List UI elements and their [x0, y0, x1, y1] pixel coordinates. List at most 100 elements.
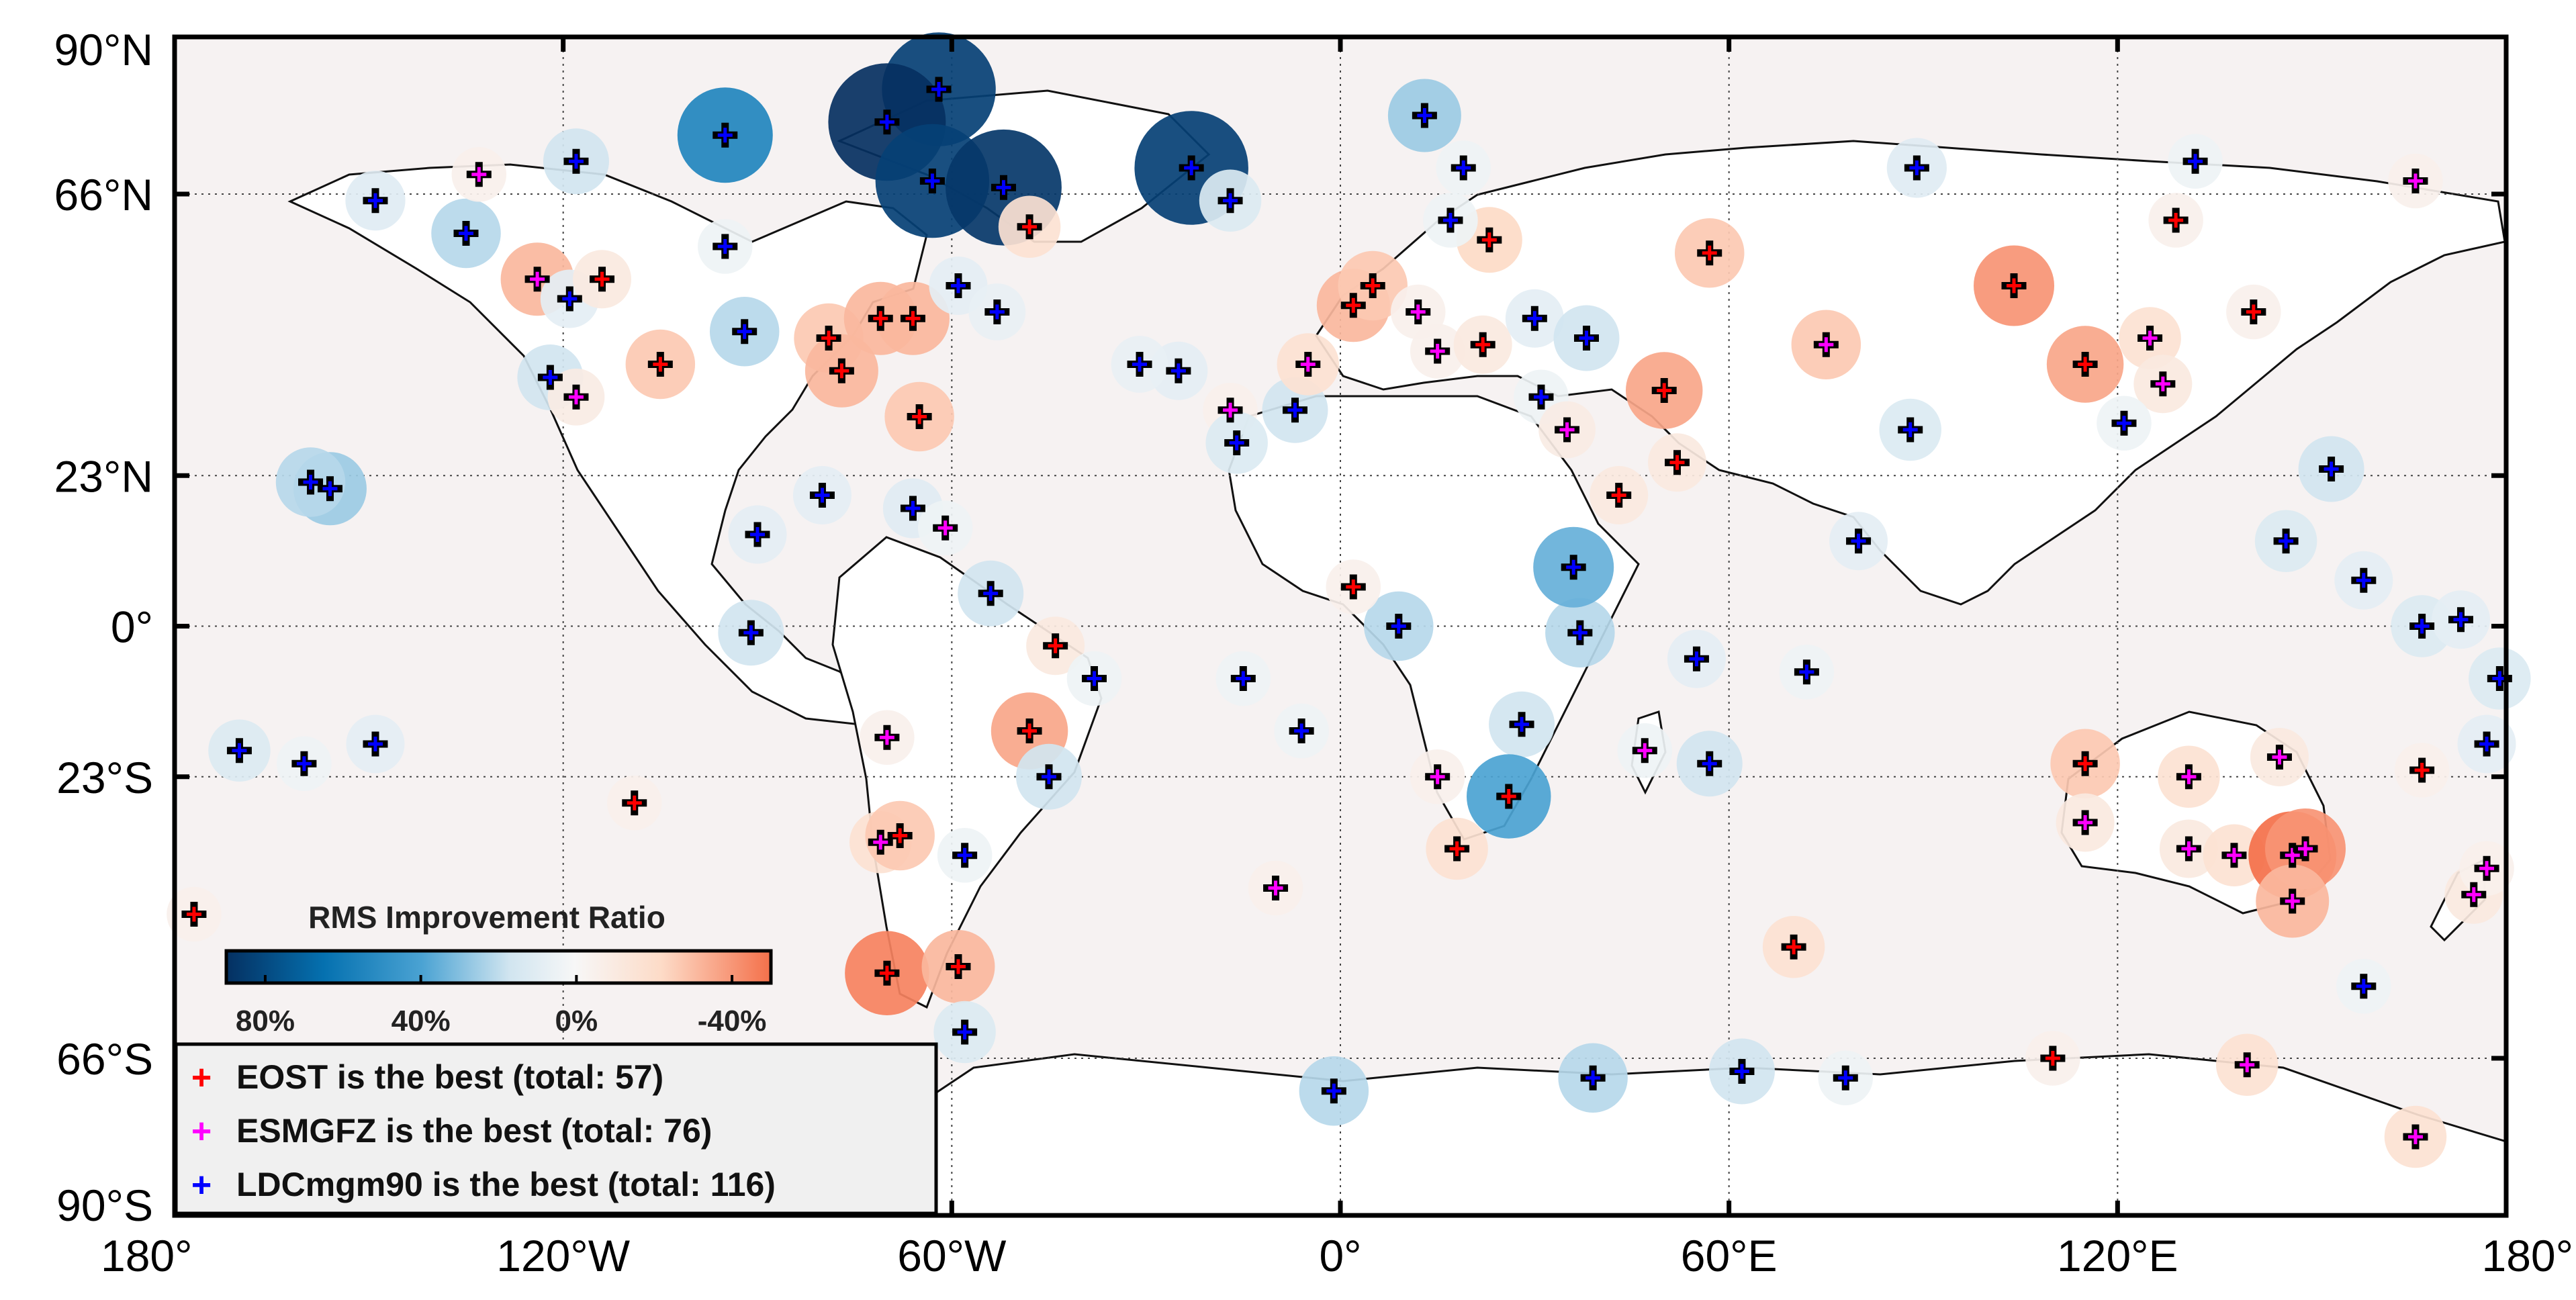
station-marker: [1684, 646, 1709, 671]
x-tick-label: 60°W: [897, 1231, 1007, 1281]
station-marker: [647, 352, 673, 377]
station-marker: [1036, 764, 1062, 790]
station-marker: [2040, 1046, 2066, 1071]
station-marker: [1360, 273, 1385, 298]
station-marker: [537, 365, 563, 390]
station-marker: [1470, 332, 1496, 357]
station-marker: [2241, 299, 2266, 324]
station-marker: [1340, 574, 1366, 600]
station-marker: [984, 299, 1010, 324]
legend-label-eost: EOST is the best (total: 57): [236, 1058, 663, 1096]
station-marker: [1555, 417, 1580, 443]
station-marker: [1904, 155, 1929, 181]
station-marker: [2403, 1124, 2428, 1150]
station-marker: [1263, 876, 1289, 900]
x-tick-label: 120°W: [496, 1231, 631, 1281]
station-marker: [1425, 764, 1451, 790]
legend-item-eost: + EOST is the best (total: 57): [191, 1058, 663, 1097]
station-marker: [2448, 607, 2473, 633]
station-marker: [1179, 155, 1204, 181]
station-marker: [829, 358, 854, 383]
station-marker: [868, 829, 893, 855]
y-tick-label: 90°N: [54, 25, 153, 75]
station-marker: [2072, 751, 2098, 776]
y-tick-label: 23°N: [54, 451, 153, 501]
station-marker: [907, 404, 932, 429]
station-marker: [2319, 457, 2344, 481]
y-tick-label: 90°S: [56, 1180, 153, 1230]
station-marker: [622, 790, 647, 816]
station-marker: [1451, 155, 1476, 181]
station-marker: [868, 306, 893, 331]
station-marker: [1509, 712, 1534, 737]
station-marker: [712, 234, 738, 259]
station-marker: [1729, 1059, 1755, 1084]
station-marker: [1217, 398, 1243, 423]
station-marker: [1496, 784, 1522, 809]
station-marker: [1406, 299, 1431, 324]
station-marker: [2403, 169, 2428, 193]
station-marker: [2137, 326, 2163, 351]
legend-marker-eost: +: [191, 1058, 212, 1097]
station-marker: [1438, 207, 1463, 233]
station-marker: [874, 960, 900, 986]
station-marker: [991, 175, 1016, 200]
station-marker: [946, 273, 971, 298]
station-marker: [1282, 398, 1307, 423]
station-marker: [2280, 888, 2305, 914]
colorbar-gradient: [224, 949, 773, 985]
station-marker: [2234, 1052, 2260, 1078]
station-marker: [2150, 371, 2176, 397]
colorbar: RMS Improvement Ratio 80% 40% 0% -40%: [224, 900, 773, 1037]
station-marker: [226, 738, 252, 763]
y-tick-label: 23°S: [56, 753, 153, 802]
station-marker: [2474, 855, 2499, 881]
station-marker: [2461, 882, 2487, 907]
station-marker: [933, 515, 958, 541]
station-marker: [2266, 745, 2292, 770]
station-marker: [1573, 326, 1599, 351]
station-marker: [978, 581, 1003, 606]
colorbar-ticks: 80% 40% 0% -40%: [236, 975, 767, 1037]
station-marker: [1017, 718, 1042, 743]
station-marker: [1606, 483, 1632, 508]
station-marker: [926, 77, 952, 102]
station-marker: [2351, 974, 2377, 999]
station-marker: [1412, 103, 1437, 128]
station-marker: [952, 843, 978, 868]
station-marker: [590, 267, 615, 292]
station-marker: [900, 306, 925, 331]
station-marker: [1665, 450, 1690, 475]
station-marker: [1217, 188, 1243, 214]
station-marker: [1425, 338, 1451, 364]
station-marker: [2221, 843, 2247, 868]
colorbar-tick-label: -40%: [698, 1005, 767, 1037]
y-axis-labels: 90°N 66°N 23°N 0° 23°S 66°S 90°S: [54, 25, 153, 1230]
station-marker: [1522, 306, 1547, 331]
axis-ticks: [175, 37, 2506, 1215]
station-marker: [1561, 555, 1586, 580]
x-tick-label: 180°: [101, 1231, 193, 1281]
station-marker: [2176, 764, 2201, 790]
station-marker: [1898, 417, 1923, 443]
x-tick-label: 120°E: [2057, 1231, 2178, 1281]
station-marker: [466, 162, 492, 187]
station-marker: [317, 476, 342, 502]
y-tick-label: 66°S: [56, 1034, 153, 1084]
station-marker: [363, 731, 388, 757]
station-marker: [952, 1019, 978, 1045]
legend-marker-ldcmgm90: +: [191, 1166, 212, 1205]
station-marker: [291, 751, 317, 776]
station-marker: [1295, 352, 1321, 377]
station-marker: [1127, 352, 1152, 377]
station-marker: [563, 384, 589, 410]
station-markers: [181, 77, 2512, 1150]
station-marker: [1781, 934, 1806, 960]
legend-label-ldcmgm90: LDCmgm90 is the best (total: 116): [236, 1166, 776, 1203]
station-marker: [181, 902, 207, 927]
station-marker: [1386, 614, 1412, 639]
station-marker: [2474, 731, 2499, 757]
station-marker: [453, 221, 479, 246]
station-marker: [1477, 227, 1502, 252]
